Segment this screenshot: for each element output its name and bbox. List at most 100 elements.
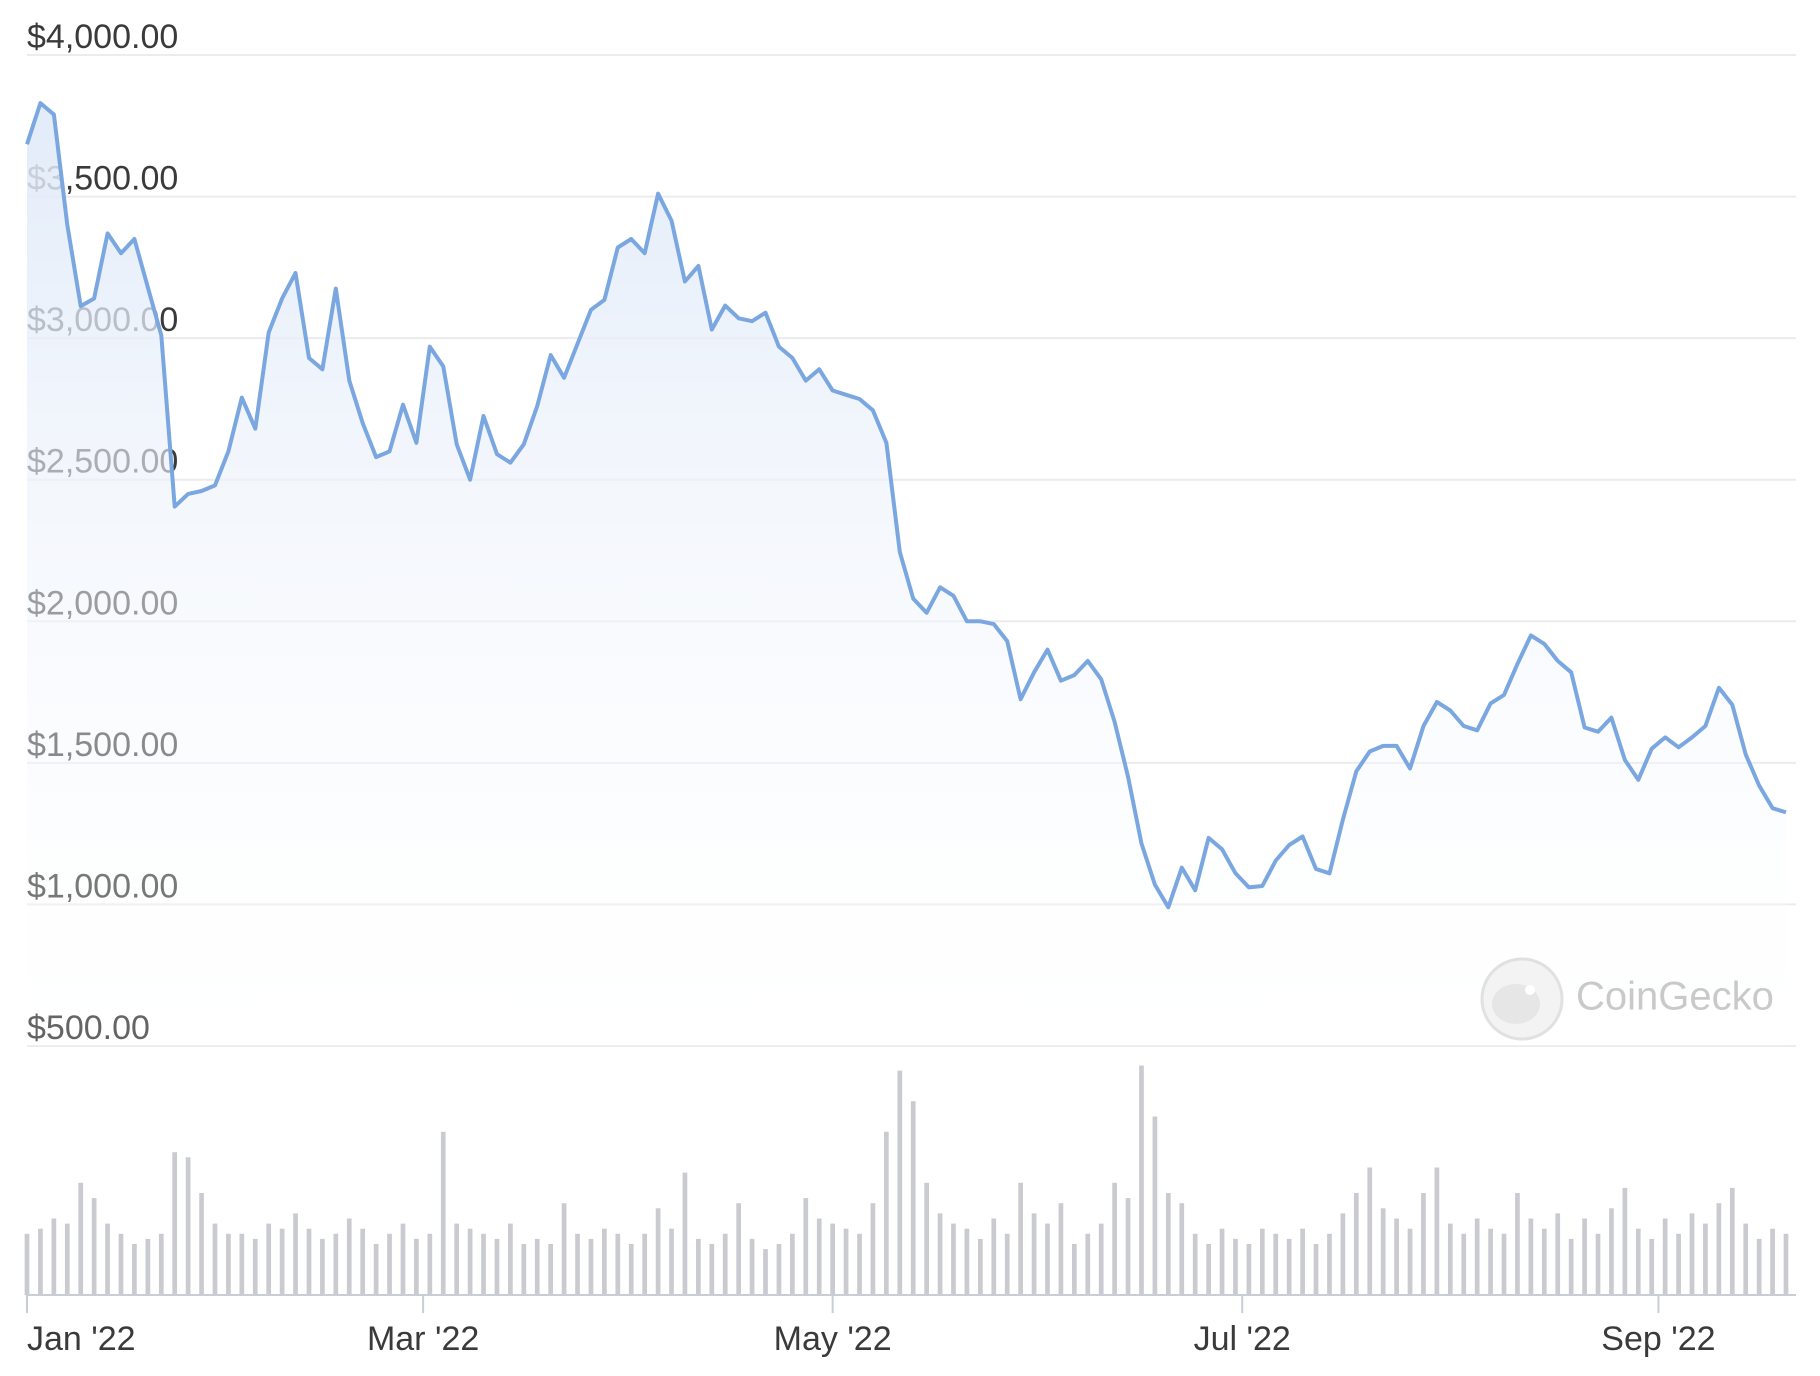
volume-bar [776, 1244, 782, 1295]
volume-bar [172, 1152, 178, 1295]
volume-bar [736, 1203, 742, 1295]
volume-bar [1380, 1208, 1386, 1295]
volume-bar [24, 1233, 30, 1295]
volume-bar [1313, 1244, 1319, 1295]
volume-bar [1165, 1193, 1171, 1295]
volume-bar [360, 1228, 366, 1295]
volume-bar [1474, 1218, 1480, 1295]
x-tick-label: Sep '22 [1601, 1320, 1715, 1358]
volume-bar [1501, 1233, 1507, 1295]
volume-bar [615, 1233, 621, 1295]
volume-bar [655, 1208, 661, 1295]
volume-bar [1662, 1218, 1668, 1295]
volume-bar [132, 1244, 137, 1295]
volume-bar [1635, 1228, 1641, 1295]
volume-bar [145, 1238, 151, 1295]
volume-bar [481, 1233, 486, 1295]
volume-bar [333, 1233, 339, 1295]
volume-bar [252, 1238, 258, 1295]
volume-bar [1743, 1223, 1749, 1295]
volume-bar [105, 1223, 110, 1295]
volume-bar [199, 1193, 204, 1295]
volume-bar [1649, 1238, 1655, 1295]
x-tick-label: Jan '22 [27, 1320, 136, 1358]
volume-bar [1259, 1228, 1265, 1295]
volume-bar [964, 1228, 970, 1295]
volume-bar [454, 1223, 460, 1295]
volume-bar [158, 1233, 164, 1295]
volume-bar [1582, 1218, 1587, 1295]
volume-bar [1139, 1065, 1144, 1295]
volume-bar [320, 1238, 325, 1295]
volume-bar [1783, 1233, 1789, 1295]
volume-bar [548, 1244, 554, 1295]
volume-bar [937, 1213, 943, 1295]
volume-bar [1340, 1213, 1346, 1295]
volume-bar [816, 1218, 822, 1295]
volume-bar [1394, 1218, 1399, 1295]
volume-bar [722, 1233, 728, 1295]
volume-bar [575, 1233, 580, 1295]
volume-bar [1071, 1244, 1077, 1295]
volume-bar [346, 1218, 352, 1295]
volume-bar [1327, 1233, 1332, 1295]
watermark: CoinGecko [1480, 957, 1774, 1041]
volume-bar [1192, 1233, 1198, 1295]
volume-bar [709, 1244, 715, 1295]
x-tick-label: Mar '22 [367, 1320, 479, 1358]
volume-bar [1206, 1244, 1211, 1295]
volume-bar [991, 1218, 997, 1295]
volume-bar [696, 1238, 701, 1295]
volume-bar [749, 1238, 755, 1295]
volume-bar [279, 1228, 285, 1295]
volume-bar [561, 1203, 567, 1295]
volume-bar [91, 1198, 97, 1295]
volume-bar [508, 1223, 513, 1295]
volume-bar [669, 1228, 674, 1295]
volume-bar [212, 1223, 218, 1295]
volume-bar [1729, 1187, 1735, 1295]
watermark-logo-eye [1525, 985, 1535, 995]
volume-bar [1568, 1238, 1574, 1295]
volume-bar [763, 1249, 768, 1295]
volume-bar [830, 1223, 835, 1295]
volume-bar [440, 1131, 446, 1295]
volume-bar [1233, 1238, 1238, 1295]
volume-bar [1756, 1238, 1762, 1295]
volume-bar [1689, 1213, 1695, 1295]
volume-bar [387, 1233, 392, 1295]
volume-bar [64, 1223, 70, 1295]
volume-bar [588, 1238, 594, 1295]
volume-bar [534, 1238, 540, 1295]
volume-bar [414, 1238, 419, 1295]
watermark-text: CoinGecko [1576, 975, 1774, 1019]
volume-bar [1286, 1238, 1292, 1295]
volume-bar [642, 1233, 648, 1295]
volume-bar [1676, 1233, 1681, 1295]
x-tick-label: May '22 [774, 1320, 892, 1358]
volume-bar [790, 1233, 795, 1295]
volume-bar [1515, 1193, 1520, 1295]
volume-bar [1058, 1203, 1064, 1295]
volume-bar [1461, 1233, 1467, 1295]
volume-bar [1004, 1233, 1010, 1295]
volume-bar [1528, 1218, 1534, 1295]
volume-bar [51, 1218, 57, 1295]
volume-bar [306, 1228, 312, 1295]
volume-bar [400, 1223, 406, 1295]
volume-bar [1434, 1167, 1440, 1295]
volume-bar [843, 1228, 849, 1295]
volume-bar [682, 1172, 688, 1295]
volume-bar [494, 1238, 500, 1295]
volume-bar [521, 1244, 527, 1295]
x-tick-label: Jul '22 [1194, 1320, 1291, 1358]
volume-bar [226, 1233, 231, 1295]
volume-bar [1609, 1208, 1614, 1295]
volume-bar [1031, 1213, 1037, 1295]
volume-bar [1018, 1182, 1023, 1295]
watermark-logo [1480, 957, 1564, 1041]
volume-bar [1703, 1223, 1708, 1295]
volume-bar [1179, 1203, 1185, 1295]
volume-bar [1219, 1228, 1225, 1295]
